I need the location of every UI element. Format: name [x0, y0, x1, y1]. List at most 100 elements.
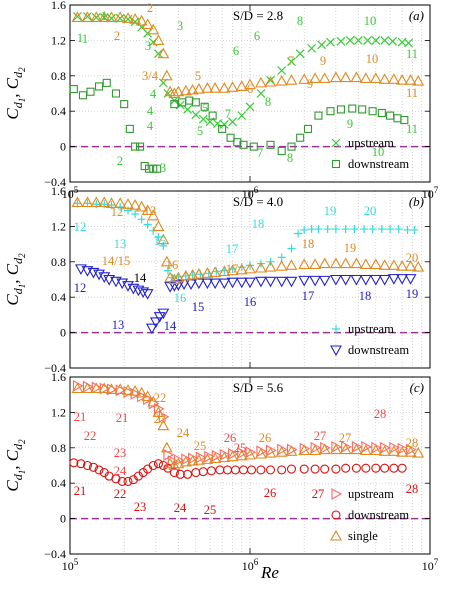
- data-point: [135, 14, 148, 26]
- data-point: [90, 382, 103, 394]
- data-point: [380, 35, 390, 45]
- y-tick-label: 1.6: [51, 184, 66, 198]
- legend-label: upstream: [348, 322, 394, 336]
- data-point: [115, 384, 127, 397]
- annotation-label: 9: [347, 117, 353, 131]
- annotation-label: 16: [244, 295, 257, 309]
- data-point: [249, 142, 258, 151]
- data-point: [275, 260, 288, 271]
- data-point: [323, 225, 332, 234]
- data-point: [235, 277, 248, 289]
- data-point: [206, 466, 216, 476]
- data-point: [230, 465, 240, 475]
- data-point: [396, 74, 409, 85]
- panel-label: (b): [409, 194, 424, 209]
- data-point: [145, 164, 154, 173]
- y-axis-label: Cd1, Cd2: [3, 439, 27, 492]
- data-point: [208, 111, 217, 120]
- annotation-label: 17: [226, 262, 239, 276]
- data-point: [198, 114, 208, 124]
- annotation-label: 4: [147, 104, 154, 118]
- series-single: [71, 196, 425, 285]
- data-point: [303, 124, 313, 133]
- data-point: [318, 72, 331, 84]
- data-point: [81, 11, 94, 22]
- data-point: [158, 460, 168, 471]
- data-point: [394, 225, 403, 234]
- data-point: [117, 476, 127, 486]
- data-point: [186, 268, 199, 280]
- annotation-label: 2: [117, 154, 123, 168]
- y-tick-label: 1.2: [51, 405, 66, 419]
- data-point: [83, 12, 92, 21]
- data-point: [318, 275, 331, 287]
- x-tick-label: 107: [422, 557, 439, 573]
- data-point: [363, 35, 373, 45]
- y-tick-label: −0.4: [44, 547, 66, 561]
- data-point: [294, 229, 303, 238]
- data-point: [69, 85, 78, 94]
- annotation-label: 13: [112, 318, 125, 332]
- data-point: [404, 260, 417, 271]
- data-point: [140, 162, 149, 171]
- data-point: [351, 463, 361, 473]
- data-point: [218, 278, 231, 290]
- data-point: [244, 78, 256, 90]
- data-point: [141, 390, 154, 402]
- data-point: [226, 264, 239, 276]
- data-point: [209, 266, 222, 277]
- data-point: [147, 395, 160, 407]
- data-point: [309, 444, 322, 456]
- data-point: [219, 120, 229, 129]
- legend-marker: [330, 345, 342, 357]
- data-point: [336, 36, 346, 46]
- data-point: [198, 467, 208, 477]
- data-point: [94, 465, 104, 475]
- data-point: [120, 100, 129, 109]
- data-point: [404, 74, 417, 85]
- annotation-label: 27: [339, 431, 352, 445]
- data-point: [192, 454, 205, 465]
- data-point: [254, 276, 267, 288]
- annotation-label: 1: [101, 9, 107, 23]
- data-point: [254, 261, 267, 273]
- data-point: [235, 263, 248, 275]
- data-point: [218, 265, 231, 277]
- data-point: [135, 142, 145, 151]
- data-point: [317, 40, 327, 50]
- data-point: [131, 142, 140, 151]
- annotation-label: 10: [364, 14, 377, 28]
- data-point: [396, 446, 409, 457]
- data-point: [307, 225, 316, 234]
- data-point: [157, 47, 170, 59]
- annotation-label: 7: [257, 146, 263, 160]
- data-point: [114, 383, 127, 394]
- annotation-label: 19: [344, 241, 357, 255]
- annotation-label: 2: [147, 1, 153, 15]
- data-point: [90, 11, 103, 22]
- data-point: [191, 110, 201, 120]
- data-point: [172, 457, 185, 469]
- data-point: [254, 76, 267, 88]
- data-point: [122, 281, 134, 292]
- y-axis-label: Cd1, Cd2: [3, 253, 27, 306]
- annotation-label: 6: [247, 82, 253, 96]
- data-point: [286, 464, 297, 474]
- data-point: [211, 449, 223, 462]
- annotation-label: 9: [307, 77, 313, 91]
- annotation-label: 5: [197, 124, 203, 138]
- data-point: [226, 450, 239, 462]
- annotation-label: 13: [144, 204, 157, 218]
- data-point: [185, 96, 194, 105]
- data-point: [135, 386, 148, 398]
- annotation-label: 1: [77, 31, 83, 45]
- data-point: [361, 463, 371, 473]
- legend-marker: [331, 510, 341, 520]
- data-point: [298, 73, 311, 84]
- annotation-label: 8: [287, 151, 293, 165]
- data-point: [326, 37, 335, 47]
- data-point: [298, 258, 311, 270]
- annotation-label: 27: [314, 429, 327, 443]
- annotation-label: 8: [265, 95, 271, 109]
- data-point: [192, 278, 205, 290]
